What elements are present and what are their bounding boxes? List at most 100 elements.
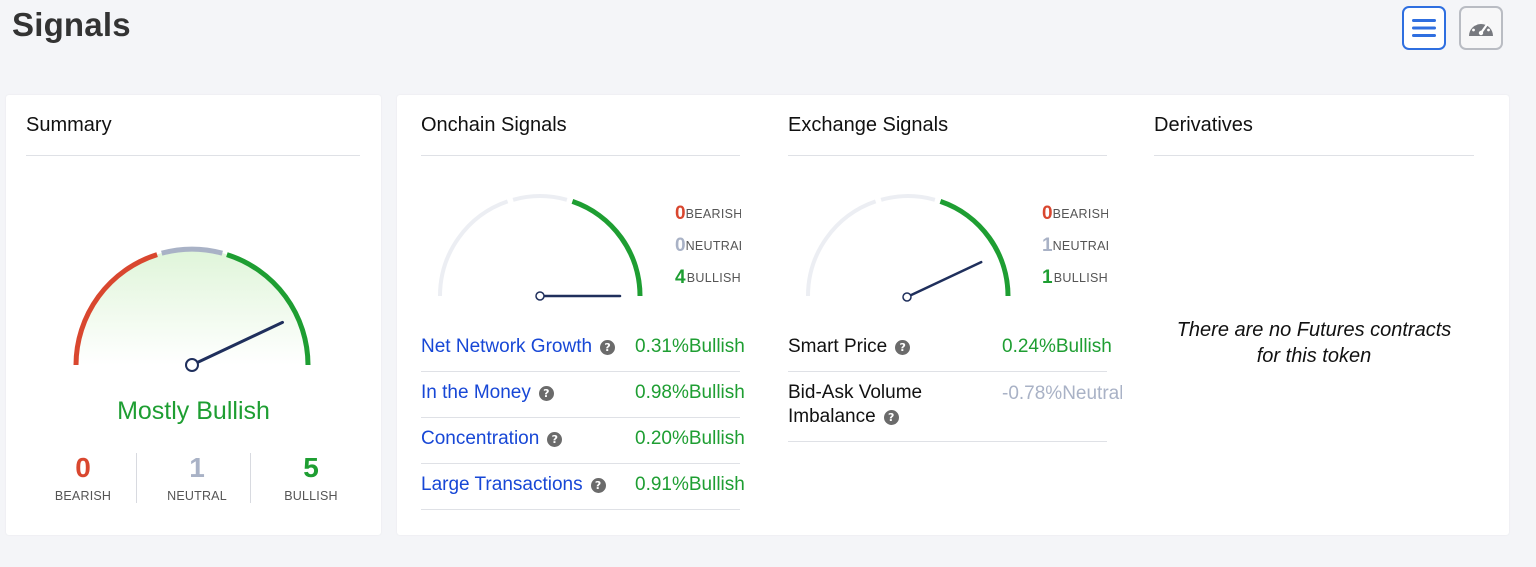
row-divider [788, 371, 1107, 372]
onchain-row: Large Transactions? 0.91%Bullish [421, 463, 745, 509]
help-icon[interactable]: ? [895, 340, 911, 355]
exchange-row: Smart Price? 0.24%Bullish [788, 325, 1112, 371]
signal-name: Smart Price [788, 336, 888, 357]
signal-name-line2: Imbalance [788, 406, 876, 427]
signal-link[interactable]: In the Money? [421, 382, 554, 404]
bullish-count: 5 [303, 452, 319, 483]
count-divider [136, 453, 137, 503]
derivatives-title: Derivatives [1154, 114, 1253, 136]
signals-card: Onchain Signals 0 BEARISH 0 NEUTRAL 4 BU… [397, 95, 1509, 535]
signal-value: 0.24%Bullish [1002, 336, 1112, 358]
row-divider [421, 463, 740, 464]
row-divider [788, 441, 1107, 442]
signal-status: Neutral [1062, 383, 1122, 404]
signal-value: 0.20%Bullish [635, 428, 745, 450]
onchain-bullish-count: 4 [675, 267, 686, 288]
bearish-label: BEARISH [54, 489, 112, 503]
bullish-label: BULLISH [284, 489, 338, 503]
exchange-count-neutral: 1 NEUTRAL [1042, 235, 1108, 257]
onchain-title: Onchain Signals [421, 114, 567, 136]
signal-link[interactable]: Net Network Growth? [421, 336, 616, 358]
row-divider [421, 371, 740, 372]
exchange-bearish-count: 0 [1042, 203, 1053, 224]
help-icon[interactable]: ? [590, 478, 606, 493]
signal-status: Bullish [688, 336, 745, 357]
onchain-count-bearish: 0 BEARISH [675, 203, 741, 225]
signal-label: Bid-Ask Volume Imbalance? [788, 381, 922, 429]
speedometer-icon [1469, 20, 1493, 36]
signal-status: Bullish [688, 428, 745, 449]
onchain-row: In the Money? 0.98%Bullish [421, 371, 745, 417]
exchange-bullish-label: BULLISH [1053, 271, 1108, 285]
summary-verdict: Mostly Bullish [117, 397, 270, 425]
page-title: Signals [12, 6, 131, 43]
derivatives-divider [1154, 155, 1474, 156]
summary-gauge [73, 246, 311, 372]
help-icon[interactable]: ? [600, 340, 616, 355]
help-icon[interactable]: ? [538, 386, 554, 401]
exchange-neutral-count: 1 [1042, 235, 1053, 256]
signal-value: 0.31%Bullish [635, 336, 745, 358]
onchain-row: Net Network Growth? 0.31%Bullish [421, 325, 745, 371]
exchange-count-bearish: 0 BEARISH [1042, 203, 1108, 225]
summary-title: Summary [26, 114, 112, 136]
onchain-row: Concentration? 0.20%Bullish [421, 417, 745, 463]
derivatives-empty-message: There are no Futures contracts for this … [1154, 317, 1474, 369]
exchange-row: Bid-Ask Volume Imbalance? -0.78%Neutral [788, 371, 1122, 441]
derivatives-message-line1: There are no Futures contracts [1176, 319, 1452, 341]
signal-name-line1: Bid-Ask Volume [788, 382, 923, 403]
exchange-bearish-label: BEARISH [1052, 207, 1108, 221]
exchange-title: Exchange Signals [788, 114, 949, 136]
summary-count-bullish: 5 BULLISH [255, 452, 367, 504]
onchain-bullish-label: BULLISH [686, 271, 741, 285]
exchange-neutral-label: NEUTRAL [1052, 239, 1108, 253]
onchain-bearish-label: BEARISH [685, 207, 741, 221]
signal-value: 0.98%Bullish [635, 382, 745, 404]
gauge-view-button[interactable] [1459, 6, 1503, 50]
exchange-pivot [902, 292, 912, 302]
onchain-divider [421, 155, 740, 156]
signal-status: Bullish [1055, 336, 1112, 357]
list-view-icon [1412, 19, 1436, 37]
summary-count-neutral: 1 NEUTRAL [141, 453, 253, 504]
signal-link[interactable]: Concentration? [421, 428, 563, 450]
signal-value: 0.91%Bullish [635, 474, 745, 496]
signal-value: -0.78%Neutral [1002, 383, 1122, 405]
onchain-neutral-label: NEUTRAL [685, 239, 741, 253]
help-icon[interactable]: ? [547, 432, 563, 447]
onchain-pivot [535, 291, 545, 301]
signal-percent: 0.31% [635, 336, 689, 357]
neutral-label: NEUTRAL [167, 489, 227, 503]
signal-status: Bullish [688, 474, 745, 495]
signal-status: Bullish [688, 382, 745, 403]
onchain-gauge [438, 194, 643, 301]
help-icon[interactable]: ? [883, 410, 899, 425]
signal-percent: 0.91% [635, 474, 689, 495]
signal-percent: 0.24% [1002, 336, 1056, 357]
bearish-count: 0 [75, 452, 91, 483]
derivatives-message-line2: for this token [1256, 345, 1372, 367]
signal-percent: -0.78% [1002, 383, 1063, 404]
signal-link[interactable]: Large Transactions? [421, 474, 606, 496]
onchain-bearish-count: 0 [675, 203, 686, 224]
onchain-neutral-count: 0 [675, 235, 686, 256]
row-divider [421, 417, 740, 418]
exchange-arc-bullish [939, 199, 1011, 297]
signal-name[interactable]: Concentration [421, 428, 540, 449]
list-view-button[interactable] [1402, 6, 1446, 50]
exchange-count-bullish: 1 BULLISH [1042, 267, 1108, 289]
signal-percent: 0.98% [635, 382, 689, 403]
signal-name[interactable]: Large Transactions [421, 474, 583, 495]
onchain-count-bullish: 4 BULLISH [675, 267, 741, 289]
gauge-arc-neutral [161, 246, 223, 256]
gauge-arc-bearish [73, 252, 158, 366]
gauge-arc-bullish [226, 252, 311, 366]
signal-name[interactable]: In the Money [421, 382, 531, 403]
summary-divider [26, 155, 360, 156]
exchange-bullish-count: 1 [1042, 267, 1053, 288]
count-divider [250, 453, 251, 503]
exchange-gauge [806, 194, 1011, 302]
signal-name[interactable]: Net Network Growth [421, 336, 593, 357]
gauge-pivot [185, 358, 199, 372]
onchain-count-neutral: 0 NEUTRAL [675, 235, 741, 257]
